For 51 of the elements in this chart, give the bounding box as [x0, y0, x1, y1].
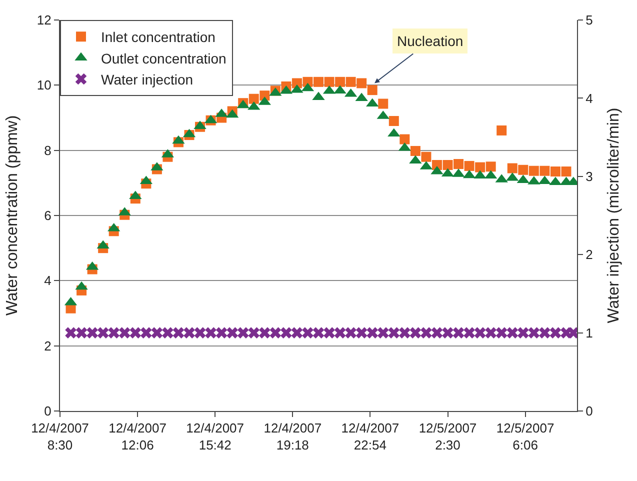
y-tick-label: 6 — [44, 208, 52, 224]
x-tick-label: 12/4/2007 19:18 — [264, 420, 322, 452]
point — [442, 160, 453, 170]
point — [540, 166, 550, 176]
legend-label: Inlet concentration — [101, 29, 216, 46]
y2-tick-label: 1 — [586, 325, 593, 340]
point — [378, 98, 388, 109]
y-tick-label: 0 — [44, 404, 52, 419]
y2-tick-label: 3 — [586, 168, 593, 184]
x-tick-label: 12/4/2007 15:42 — [186, 420, 244, 452]
point — [248, 94, 259, 104]
y-tick-label: 10 — [36, 78, 52, 93]
x-tick-label: 12/4/2007 22:54 — [341, 420, 400, 452]
y-tick-label: 2 — [44, 338, 52, 354]
point — [464, 160, 474, 171]
point — [454, 159, 464, 170]
point — [528, 166, 539, 176]
point — [475, 162, 486, 172]
point — [367, 85, 378, 96]
x-tick-label: 12/5/2007 6:06 — [496, 420, 554, 452]
y2-tick-label: 4 — [586, 90, 593, 106]
y-tick-label: 8 — [44, 142, 52, 158]
point — [486, 162, 496, 172]
x-tick-label: 12/4/2007 12:06 — [108, 420, 166, 452]
annotation: Nucleation — [397, 33, 464, 49]
y2-tick-label: 5 — [586, 12, 593, 28]
y2-tick-label: 0 — [586, 404, 593, 419]
point — [496, 125, 507, 136]
point — [550, 166, 560, 177]
point — [292, 78, 302, 88]
point — [410, 146, 420, 156]
legend-label: Outlet concentration — [101, 50, 226, 66]
point — [561, 166, 572, 177]
point — [314, 76, 324, 87]
point — [356, 78, 367, 88]
y-tick-label: 4 — [44, 273, 52, 288]
y-tick-label: 12 — [36, 12, 52, 28]
point — [400, 134, 410, 144]
y-axis-title: Water concentration (ppmw) — [4, 115, 21, 316]
x-tick-label: 12/5/2007 2:30 — [418, 420, 477, 452]
point — [388, 116, 399, 126]
point — [324, 76, 334, 87]
point — [421, 152, 432, 162]
x-tick-label: 12/4/2007 8:30 — [31, 420, 89, 452]
y2-tick-label: 2 — [586, 247, 593, 262]
y2-axis-title: Water injection (microliter/min) — [606, 108, 623, 324]
point — [335, 76, 346, 87]
legend-label: Water injection — [101, 71, 194, 88]
point — [507, 163, 518, 174]
point — [346, 76, 356, 87]
point — [518, 164, 528, 175]
